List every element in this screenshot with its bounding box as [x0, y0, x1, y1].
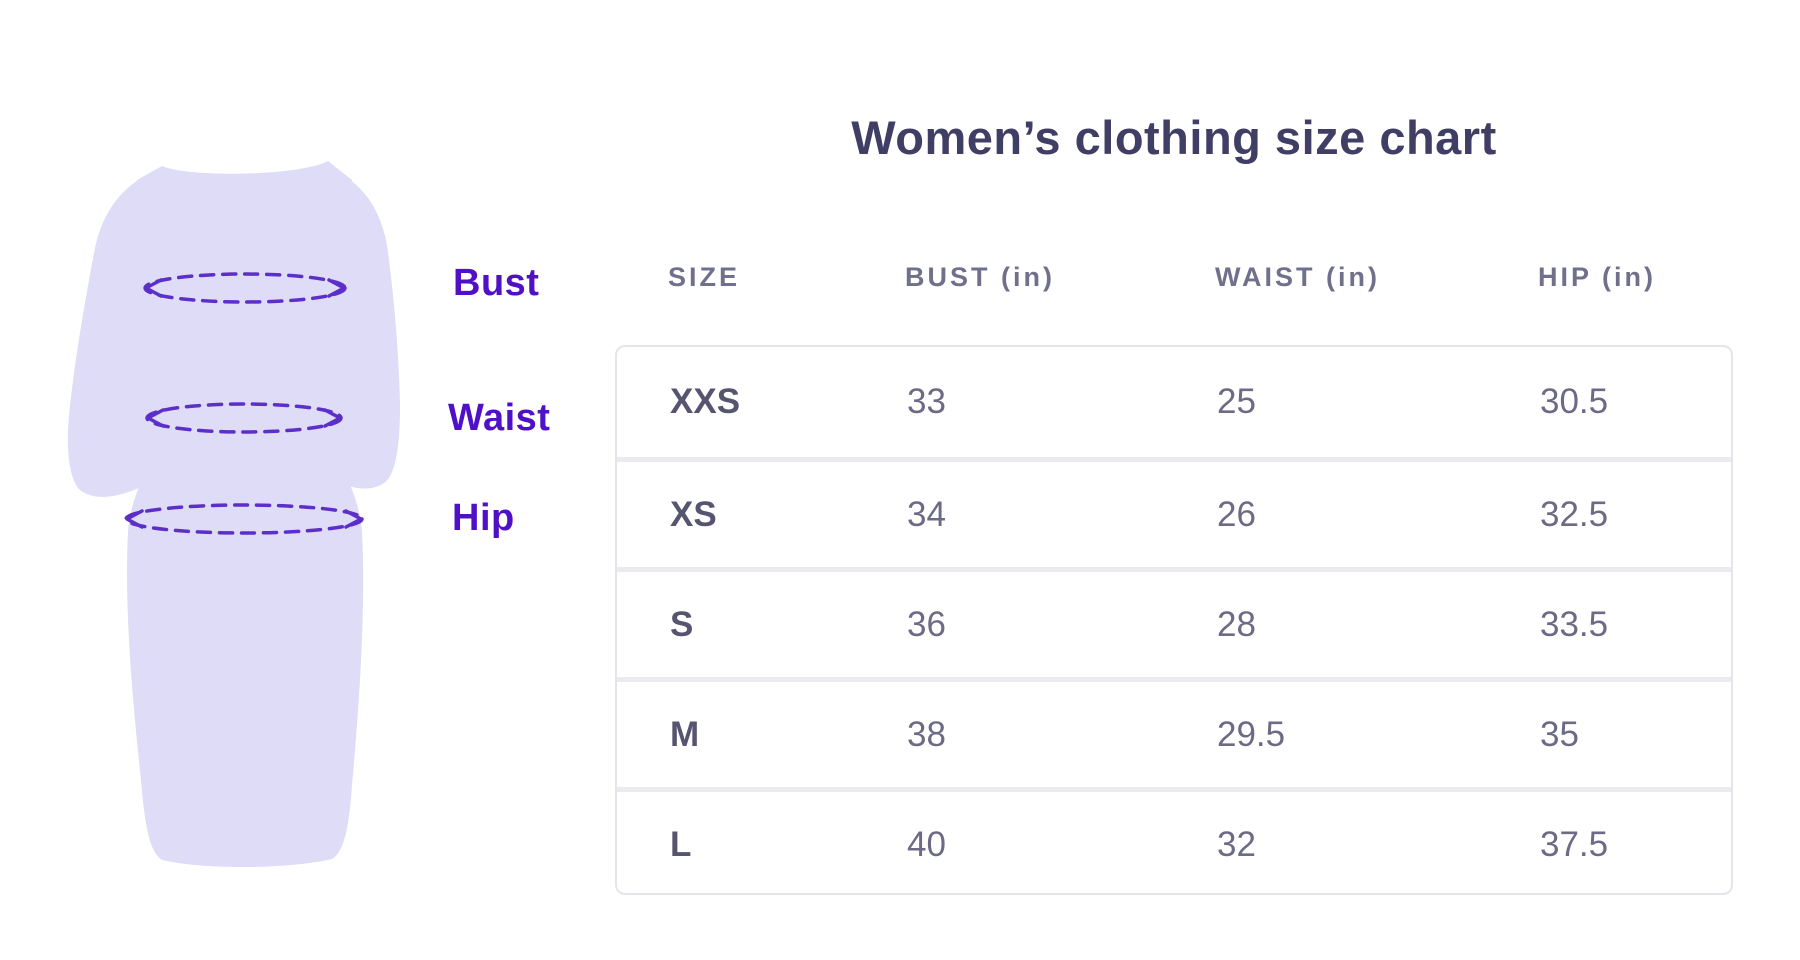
- header-hip: HIP (in): [1538, 261, 1656, 292]
- page-title: Women’s clothing size chart: [851, 111, 1497, 164]
- header-bust: BUST (in): [905, 261, 1055, 292]
- bust-right-arrow-icon: [327, 278, 346, 298]
- cell-hip: 37.5: [1540, 824, 1609, 864]
- cell-bust: 34: [907, 494, 946, 534]
- cell-waist: 28: [1217, 604, 1256, 644]
- cell-size: XXS: [670, 382, 741, 421]
- hip-label: Hip: [452, 497, 515, 539]
- cell-bust: 40: [907, 824, 946, 864]
- waist-right-arrow-icon: [323, 408, 342, 428]
- cell-hip: 33.5: [1540, 604, 1609, 644]
- cell-waist: 29.5: [1217, 714, 1286, 754]
- waist-label: Waist: [448, 397, 551, 439]
- dress-left-sleeve: [67, 170, 188, 497]
- table-row: L 40 32 37.5: [617, 787, 1731, 893]
- cell-hip: 30.5: [1540, 382, 1609, 421]
- cell-bust: 38: [907, 714, 946, 754]
- dress-bodice: [137, 161, 352, 472]
- dress-figure-svg: [67, 161, 400, 868]
- cell-waist: 26: [1217, 494, 1256, 534]
- hip-left-arrow-icon: [125, 509, 144, 529]
- hip-right-arrow-icon: [344, 509, 363, 529]
- cell-size: S: [670, 604, 694, 644]
- bust-label: Bust: [453, 262, 540, 304]
- cell-size: XS: [670, 494, 717, 534]
- header-size: SIZE: [668, 261, 741, 292]
- dress-skirt: [127, 445, 364, 868]
- dress-illustration: [40, 140, 470, 900]
- table-row: M 38 29.5 35: [617, 677, 1731, 787]
- cell-bust: 36: [907, 604, 946, 644]
- cell-size: L: [670, 824, 692, 864]
- cell-bust: 33: [907, 382, 946, 421]
- header-waist: WAIST (in): [1215, 261, 1380, 292]
- table-row: XXS 33 25 30.5: [617, 347, 1731, 457]
- size-table: XXS 33 25 30.5 XS 34 26 32.5 S 36 28 33.…: [615, 345, 1733, 895]
- cell-size: M: [670, 714, 700, 754]
- bust-left-arrow-icon: [144, 278, 163, 298]
- table-row: S 36 28 33.5: [617, 567, 1731, 677]
- cell-waist: 25: [1217, 382, 1256, 421]
- cell-waist: 32: [1217, 824, 1256, 864]
- table-header-row: SIZE BUST (in) WAIST (in) HIP (in): [615, 255, 1733, 299]
- waist-left-arrow-icon: [146, 408, 165, 428]
- table-row: XS 34 26 32.5: [617, 457, 1731, 567]
- cell-hip: 32.5: [1540, 494, 1609, 534]
- cell-hip: 35: [1540, 714, 1579, 754]
